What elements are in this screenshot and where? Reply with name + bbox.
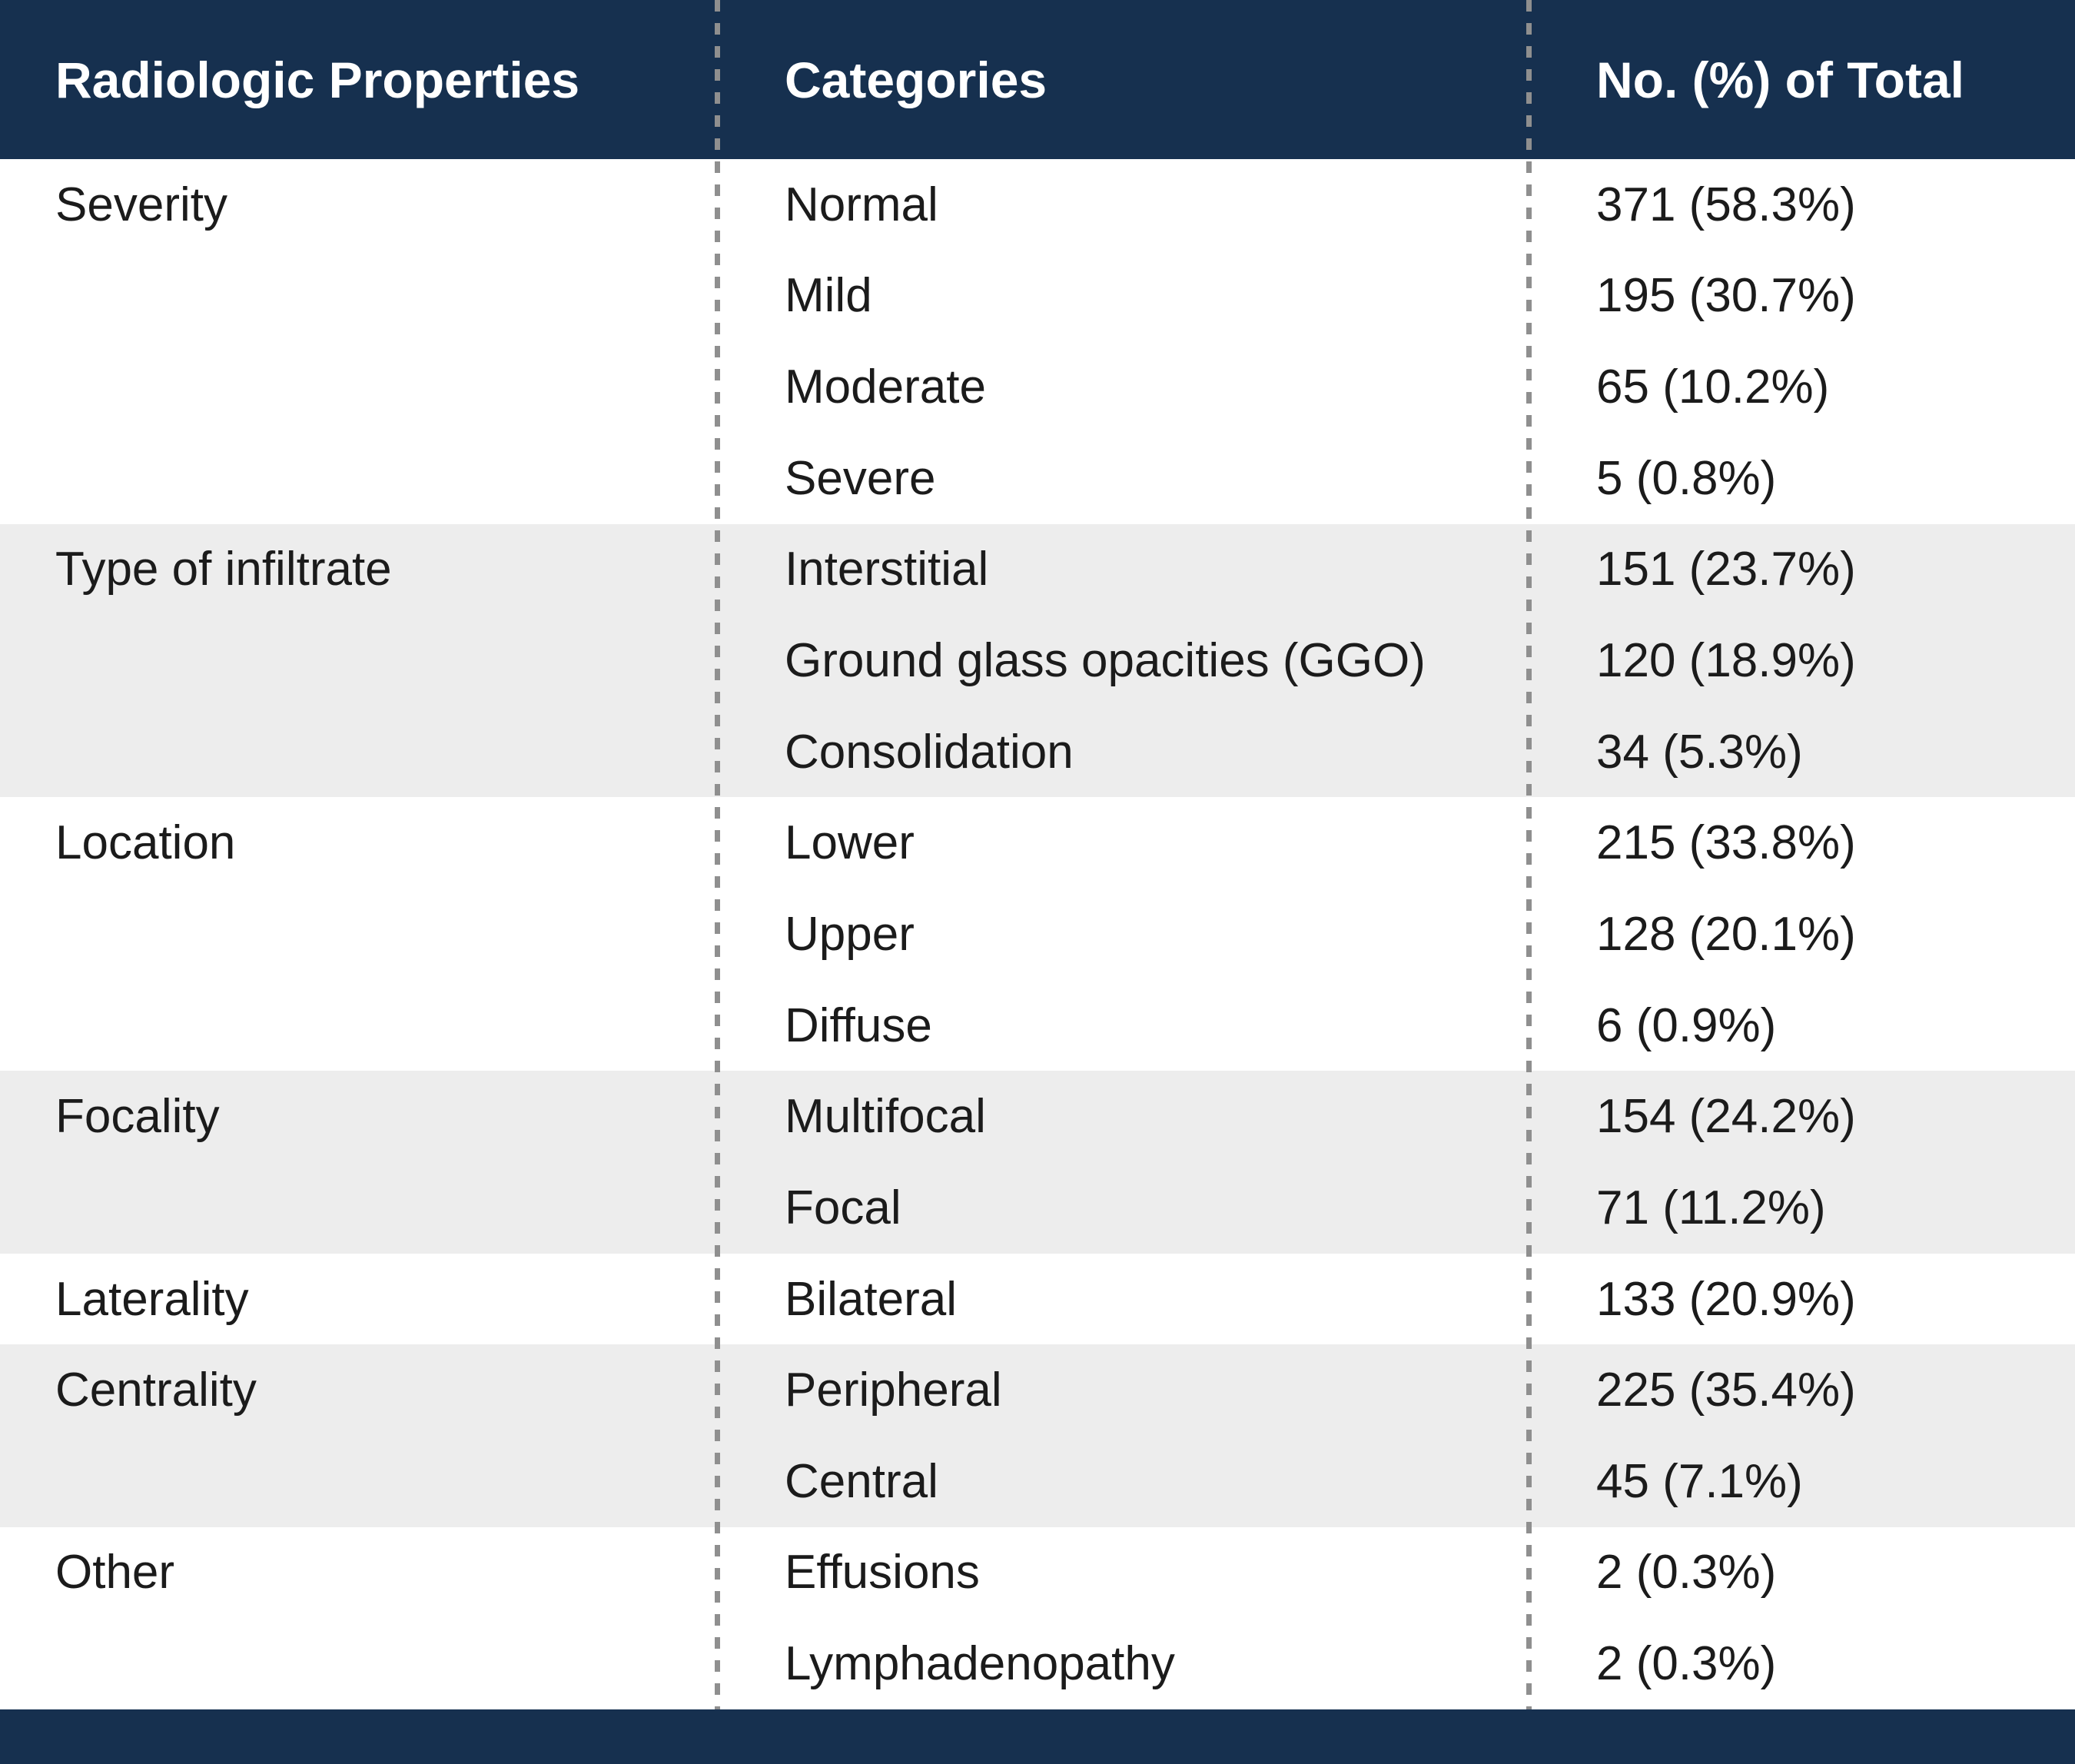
category-cell: Peripheral — [785, 1364, 1002, 1417]
category-cell: Severe — [785, 451, 936, 505]
category-cell: Interstitial — [785, 543, 989, 596]
property-cell: Laterality — [55, 1272, 249, 1326]
value-cell: 154 (24.2%) — [1596, 1090, 1856, 1144]
value-cell: 133 (20.9%) — [1596, 1272, 1856, 1326]
value-cell: 151 (23.7%) — [1596, 543, 1856, 596]
category-cell: Lymphadenopathy — [785, 1637, 1175, 1691]
value-cell: 371 (58.3%) — [1596, 178, 1856, 231]
value-cell: 6 (0.9%) — [1596, 998, 1777, 1052]
category-cell: Ground glass opacities (GGO) — [785, 634, 1426, 688]
property-cell: Other — [55, 1546, 175, 1600]
category-cell: Moderate — [785, 360, 986, 414]
category-cell: Central — [785, 1454, 938, 1508]
value-cell: 5 (0.8%) — [1596, 451, 1777, 505]
value-cell: 34 (5.3%) — [1596, 725, 1803, 779]
value-cell: 71 (11.2%) — [1596, 1181, 1826, 1234]
table-footer-bar — [0, 1709, 2075, 1764]
table-group: Focality Multifocal 154 (24.2%) Focal 71 (11… — [0, 1071, 2075, 1254]
category-cell: Effusions — [785, 1546, 980, 1600]
category-cell: Normal — [785, 178, 938, 231]
category-cell: Diffuse — [785, 998, 932, 1052]
value-cell: 128 (20.1%) — [1596, 907, 1856, 961]
value-cell: 45 (7.1%) — [1596, 1454, 1803, 1508]
table-group: Laterality Bilateral 133 (20.9%) — [0, 1253, 2075, 1345]
category-cell: Focal — [785, 1181, 901, 1234]
value-cell: 225 (35.4%) — [1596, 1364, 1856, 1417]
table-group: Other Effusions 2 (0.3%) Lymphadenopathy 2 (… — [0, 1526, 2075, 1709]
category-cell: Multifocal — [785, 1090, 986, 1144]
category-cell: Mild — [785, 269, 872, 323]
table-body: Severity Normal 371 (58.3%) Mild 195 (30.7%)… — [0, 159, 2075, 1709]
table-group: Location Lower 215 (33.8%) Upper 128 (20.1%)… — [0, 797, 2075, 1071]
category-cell: Consolidation — [785, 725, 1074, 779]
value-cell: 120 (18.9%) — [1596, 634, 1856, 688]
table-group: Severity Normal 371 (58.3%) Mild 195 (30.7%)… — [0, 159, 2075, 524]
value-cell: 195 (30.7%) — [1596, 269, 1856, 323]
value-cell: 215 (33.8%) — [1596, 816, 1856, 870]
header-cell-no-pct-of-total: No. (%) of Total — [1596, 51, 1965, 108]
category-cell: Lower — [785, 816, 915, 870]
header-cell-categories: Categories — [785, 51, 1047, 108]
property-cell: Type of infiltrate — [55, 543, 392, 596]
property-cell: Centrality — [55, 1364, 257, 1417]
table-group: Centrality Peripheral 225 (35.4%) Central 45… — [0, 1344, 2075, 1527]
property-cell: Location — [55, 816, 236, 870]
header-cell-radiologic-properties: Radiologic Properties — [55, 51, 580, 108]
value-cell: 2 (0.3%) — [1596, 1546, 1777, 1600]
value-cell: 65 (10.2%) — [1596, 360, 1830, 414]
value-cell: 2 (0.3%) — [1596, 1637, 1777, 1691]
property-cell: Focality — [55, 1090, 220, 1144]
property-cell: Severity — [55, 178, 227, 231]
category-cell: Bilateral — [785, 1272, 957, 1326]
table-header: Radiologic Properties Categories No. (%)… — [0, 0, 2075, 159]
category-cell: Upper — [785, 907, 915, 961]
table-group: Type of infiltrate Interstitial 151 (23.7%… — [0, 523, 2075, 798]
